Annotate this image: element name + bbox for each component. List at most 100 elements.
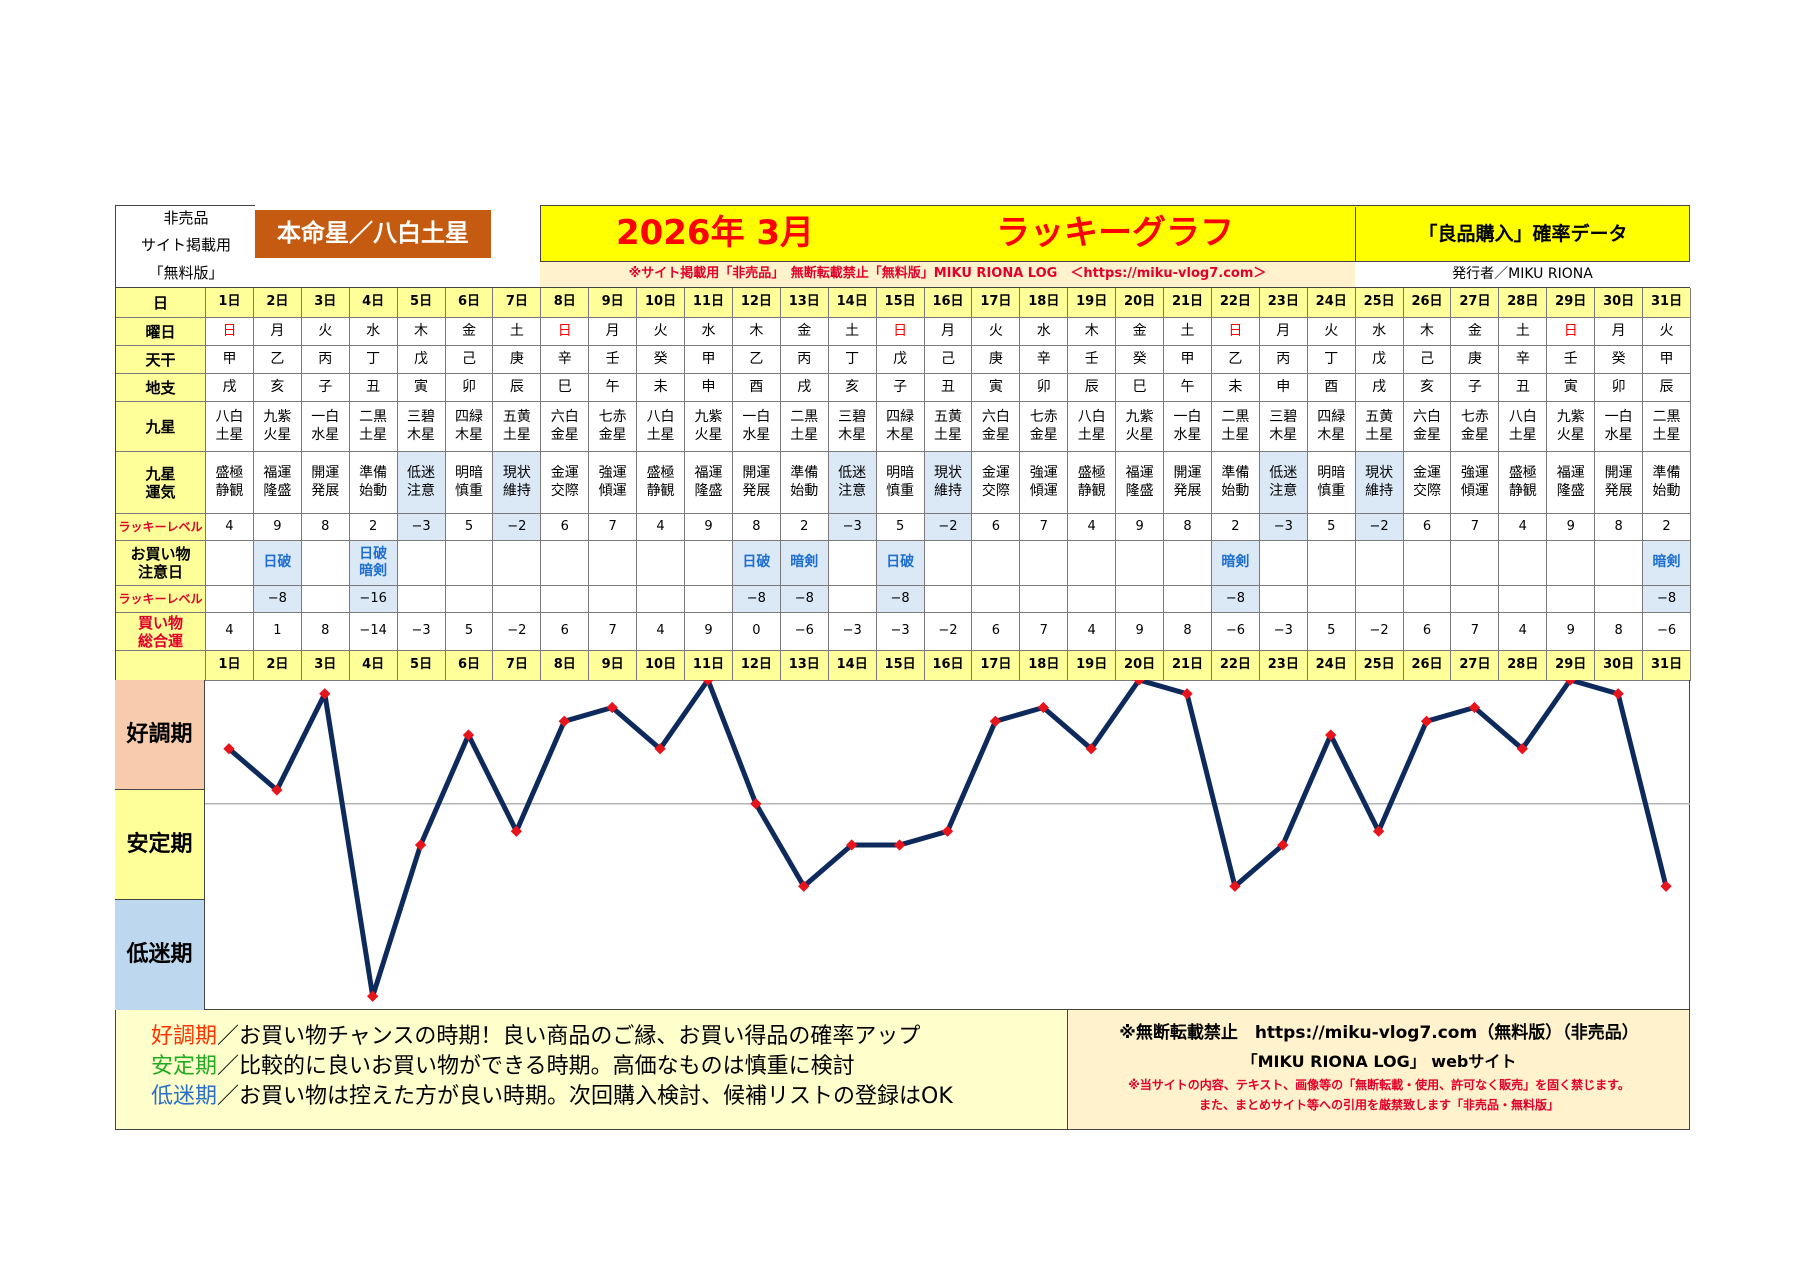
row-label-lucky_level: ラッキーレベル (116, 514, 206, 541)
total-cell: −3 (876, 613, 925, 651)
lucky_level2-cell (1403, 586, 1452, 613)
unki-cell: 明暗 慎重 (445, 452, 494, 514)
lucky_level2-cell: −8 (1643, 586, 1691, 613)
caution-cell (493, 541, 542, 586)
tenkan-cell: 壬 (589, 346, 638, 374)
tenkan-cell: 丙 (301, 346, 350, 374)
days-bottom-cell: 18日 (1020, 651, 1069, 681)
kyusei-cell: 一白 水星 (1164, 402, 1212, 452)
tenkan-cell: 辛 (541, 346, 590, 374)
days-bottom-cell: 12日 (732, 651, 781, 681)
tenkan-cell: 丁 (1307, 346, 1356, 374)
chishi-cell: 未 (1211, 374, 1260, 402)
caution-cell (685, 541, 733, 586)
days-bottom-cell: 13日 (780, 651, 829, 681)
tenkan-cell: 乙 (1211, 346, 1260, 374)
kyusei-cell: 四緑 木星 (1307, 402, 1356, 452)
unki-cell: 準備 始動 (1643, 452, 1691, 514)
days-cell: 28日 (1499, 288, 1548, 318)
kyusei-cell: 八白 土星 (206, 402, 254, 452)
lucky_level-cell: 9 (253, 514, 302, 541)
chishi-cell: 戌 (1355, 374, 1404, 402)
tenkan-cell: 壬 (1068, 346, 1117, 374)
row-label-total: 買い物 総合運 (116, 613, 206, 651)
kyusei-cell: 九紫 火星 (1547, 402, 1596, 452)
data-point (1612, 688, 1624, 700)
note-free: 「無料版」 (148, 264, 224, 283)
kyusei-cell: 三碧 木星 (1259, 402, 1308, 452)
days-cell: 16日 (924, 288, 973, 318)
chishi-cell: 未 (637, 374, 686, 402)
weekdays-cell: 月 (589, 318, 638, 346)
kyusei-cell: 三碧 木星 (828, 402, 877, 452)
data-title: 「良品購入」確率データ (1355, 207, 1690, 262)
weekdays-cell: 月 (1595, 318, 1644, 346)
row-label-caution: お買い物 注意日 (116, 541, 206, 586)
total-cell: −6 (1211, 613, 1260, 651)
total-cell: −3 (1259, 613, 1308, 651)
tenkan-cell: 己 (1403, 346, 1452, 374)
days-bottom-cell: 7日 (493, 651, 542, 681)
unki-cell: 開運 発展 (732, 452, 781, 514)
lucky_level2-cell: −8 (876, 586, 925, 613)
data-point (798, 880, 810, 892)
lucky_level-cell: 9 (1116, 514, 1165, 541)
unki-cell: 開運 発展 (1164, 452, 1212, 514)
weekdays-cell: 土 (1499, 318, 1548, 346)
unki-cell: 盛極 静観 (1068, 452, 1117, 514)
data-point (846, 839, 858, 851)
tenkan-cell: 辛 (1020, 346, 1069, 374)
caution-cell: 暗剣 (1643, 541, 1691, 586)
data-point (1468, 701, 1481, 714)
days-cell: 17日 (972, 288, 1021, 318)
lucky_level2-cell (589, 586, 638, 613)
data-point (510, 825, 523, 837)
unki-cell: 金運 交際 (1403, 452, 1452, 514)
weekdays-cell: 水 (1355, 318, 1404, 346)
weekdays-cell: 金 (780, 318, 829, 346)
lucky_level-cell: −3 (397, 514, 446, 541)
kyusei-cell: 四緑 木星 (445, 402, 494, 452)
days-bottom-cell: 22日 (1211, 651, 1260, 681)
chishi-cell: 卯 (445, 374, 494, 402)
kyusei-cell: 七赤 金星 (1020, 402, 1069, 452)
data-point (1181, 688, 1193, 700)
lucky_level-cell: 4 (1068, 514, 1117, 541)
total-cell: 7 (1451, 613, 1500, 651)
caution-cell: 日破 暗剣 (349, 541, 398, 586)
unki-cell: 盛極 静観 (637, 452, 686, 514)
total-cell: 4 (1499, 613, 1548, 651)
tenkan-cell: 己 (445, 346, 494, 374)
lucky_level2-cell (1116, 586, 1165, 613)
total-cell: 4 (637, 613, 686, 651)
chishi-cell: 午 (589, 374, 638, 402)
caution-cell (1499, 541, 1548, 586)
title-month: 2026年 3月 (615, 212, 815, 253)
days-cell: 27日 (1451, 288, 1500, 318)
total-cell: −3 (397, 613, 446, 651)
chishi-cell: 丑 (349, 374, 398, 402)
lucky_level2-cell (1164, 586, 1212, 613)
kyusei-cell: 八白 土星 (1068, 402, 1117, 452)
lucky_level-cell: 6 (541, 514, 590, 541)
chishi-cell: 巳 (1116, 374, 1165, 402)
total-cell: 7 (1020, 613, 1069, 651)
weekdays-cell: 日 (206, 318, 254, 346)
weekdays-cell: 金 (1116, 318, 1165, 346)
caution-cell (1595, 541, 1644, 586)
days-bottom-cell: 31日 (1643, 651, 1691, 681)
unki-cell: 現状 維持 (924, 452, 973, 514)
lucky_level2-cell (1259, 586, 1308, 613)
days-bottom-cell: 19日 (1068, 651, 1117, 681)
lucky_level-cell: 2 (1643, 514, 1691, 541)
lucky_level-cell: 7 (589, 514, 638, 541)
chishi-cell: 丑 (1499, 374, 1548, 402)
kyusei-cell: 二黒 土星 (1211, 402, 1260, 452)
weekdays-cell: 日 (1547, 318, 1596, 346)
title-band (540, 205, 1690, 262)
total-cell: −14 (349, 613, 398, 651)
kyusei-cell: 四緑 木星 (876, 402, 925, 452)
kyusei-cell: 九紫 火星 (253, 402, 302, 452)
unki-cell: 現状 維持 (1355, 452, 1404, 514)
kyusei-cell: 九紫 火星 (1116, 402, 1165, 452)
